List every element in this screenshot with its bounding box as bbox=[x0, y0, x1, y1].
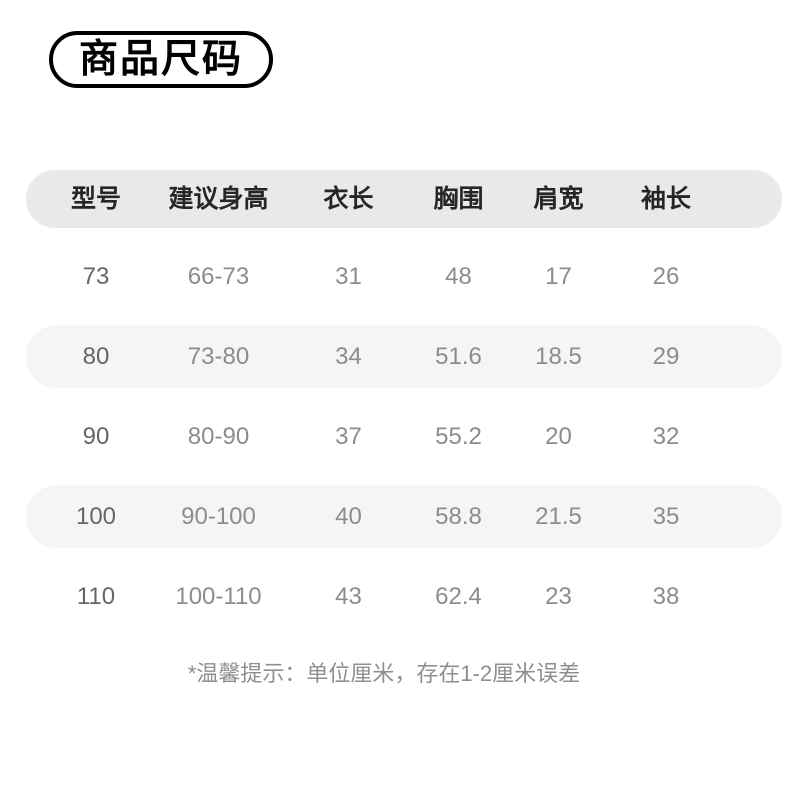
cell-sleeve: 32 bbox=[652, 422, 680, 450]
cell-height-range: 73-80 bbox=[187, 342, 250, 370]
cell-model: 110 bbox=[76, 582, 116, 610]
cell-chest: 55.2 bbox=[435, 422, 482, 450]
cell-garment-length: 37 bbox=[335, 422, 362, 450]
cell-chest: 51.6 bbox=[435, 342, 482, 370]
table-row-size-100: 100 90-100 40 58.8 21.5 35 bbox=[26, 485, 782, 548]
size-table-header-row: 型号 建议身高 衣长 胸围 肩宽 袖长 bbox=[26, 170, 782, 228]
size-table: 型号 建议身高 衣长 胸围 肩宽 袖长 73 66-73 31 48 17 26… bbox=[26, 170, 782, 628]
table-row-size-73: 73 66-73 31 48 17 26 bbox=[26, 245, 782, 308]
cell-garment-length: 31 bbox=[335, 262, 362, 290]
cell-sleeve: 26 bbox=[652, 262, 680, 290]
cell-model: 73 bbox=[82, 262, 110, 290]
col-header-garment-length: 衣长 bbox=[323, 184, 374, 213]
cell-shoulder: 18.5 bbox=[535, 342, 582, 370]
cell-garment-length: 43 bbox=[335, 582, 362, 610]
cell-sleeve: 29 bbox=[652, 342, 680, 370]
cell-height-range: 80-90 bbox=[187, 422, 250, 450]
cell-model: 100 bbox=[75, 502, 117, 530]
cell-shoulder: 17 bbox=[545, 262, 572, 290]
cell-chest: 58.8 bbox=[435, 502, 482, 530]
col-header-chest: 胸围 bbox=[433, 184, 484, 213]
cell-garment-length: 40 bbox=[335, 502, 362, 530]
cell-shoulder: 23 bbox=[545, 582, 572, 610]
col-header-shoulder: 肩宽 bbox=[533, 184, 584, 213]
cell-height-range: 66-73 bbox=[187, 262, 250, 290]
cell-shoulder: 21.5 bbox=[535, 502, 582, 530]
size-disclaimer-note: *温馨提示：单位厘米，存在1-2厘米误差 bbox=[187, 661, 581, 686]
cell-chest: 62.4 bbox=[435, 582, 482, 610]
cell-garment-length: 34 bbox=[335, 342, 362, 370]
cell-shoulder: 20 bbox=[545, 422, 572, 450]
cell-chest: 48 bbox=[445, 262, 472, 290]
col-header-height-range: 建议身高 bbox=[168, 184, 269, 213]
size-chart-title-badge: 商品尺码 bbox=[49, 31, 274, 88]
cell-model: 80 bbox=[82, 342, 110, 370]
table-row-size-90: 90 80-90 37 55.2 20 32 bbox=[26, 405, 782, 468]
col-header-sleeve: 袖长 bbox=[640, 184, 691, 213]
cell-model: 90 bbox=[82, 422, 110, 450]
cell-height-range: 90-100 bbox=[181, 502, 256, 530]
cell-sleeve: 38 bbox=[652, 582, 680, 610]
table-row-size-110: 110 100-110 43 62.4 23 38 bbox=[26, 565, 782, 628]
cell-height-range: 100-110 bbox=[175, 582, 262, 610]
cell-sleeve: 35 bbox=[652, 502, 680, 530]
table-row-size-80: 80 73-80 34 51.6 18.5 29 bbox=[26, 325, 782, 388]
col-header-model: 型号 bbox=[70, 184, 121, 213]
size-chart-title: 商品尺码 bbox=[79, 38, 244, 81]
